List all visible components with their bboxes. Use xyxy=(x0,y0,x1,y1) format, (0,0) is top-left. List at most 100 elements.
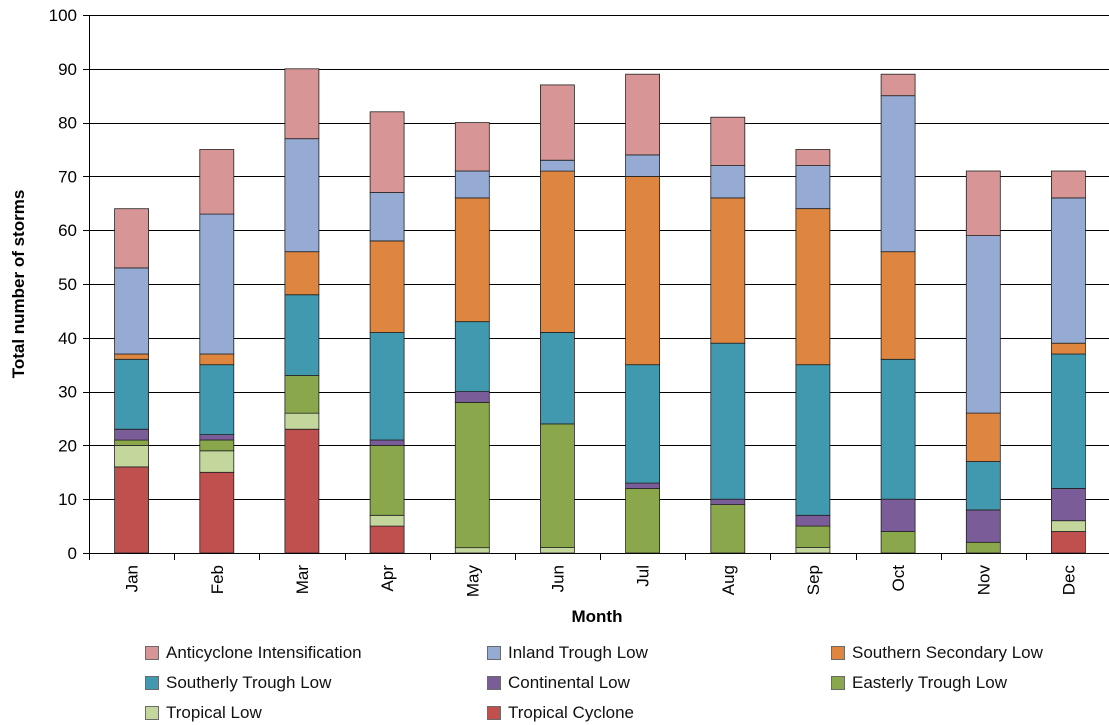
bar-segment-inland-trough-low-apr xyxy=(369,192,405,242)
bar-segment-easterly-trough-low-jul xyxy=(625,487,660,554)
bar-segment-anticyclone-intensification-apr xyxy=(369,111,405,193)
y-tick-label: 30 xyxy=(58,383,77,402)
bar-segment-easterly-trough-low-jan xyxy=(114,439,149,446)
bar-segment-inland-trough-low-jul xyxy=(625,154,660,177)
y-tick-label: 90 xyxy=(58,60,77,79)
bar-segment-tropical-cyclone-apr xyxy=(369,525,405,554)
bar-segment-continental-low-apr xyxy=(369,439,405,446)
bar-segment-anticyclone-intensification-may xyxy=(454,122,490,172)
bar-segment-anticyclone-intensification-feb xyxy=(199,149,235,215)
bar-segment-anticyclone-intensification-aug xyxy=(710,116,746,166)
x-axis-title: Month xyxy=(572,607,623,626)
bar-segment-southerly-trough-low-mar xyxy=(284,294,320,376)
y-tick-label: 20 xyxy=(58,436,77,455)
x-tick-label: Oct xyxy=(889,565,908,592)
y-tick-label: 10 xyxy=(58,490,77,509)
bar-segment-southern-secondary-low-may xyxy=(454,197,490,322)
bar-segment-tropical-cyclone-dec xyxy=(1051,531,1086,554)
bar-segment-southerly-trough-low-aug xyxy=(710,342,746,500)
bar-segment-southern-secondary-low-nov xyxy=(965,412,1001,462)
y-tick-label: 40 xyxy=(58,329,77,348)
x-tick-label: Jun xyxy=(548,565,567,592)
bar-segment-tropical-cyclone-mar xyxy=(284,428,320,554)
bar-segment-easterly-trough-low-may xyxy=(454,401,490,549)
y-tick-labels: 0 10 20 30 40 50 60 70 80 90 100 xyxy=(49,6,77,563)
bar-segment-tropical-low-sep xyxy=(795,547,831,554)
bar-segment-continental-low-sep xyxy=(795,514,831,527)
bar-segment-tropical-cyclone-feb xyxy=(199,471,235,554)
bar-segment-southerly-trough-low-dec xyxy=(1051,353,1086,489)
bar-segment-inland-trough-low-may xyxy=(454,170,490,199)
bar-segment-southerly-trough-low-nov xyxy=(965,461,1001,511)
bar-segment-southerly-trough-low-jul xyxy=(625,364,660,484)
bar-segment-southerly-trough-low-jan xyxy=(114,358,149,430)
bar-segment-southern-secondary-low-feb xyxy=(199,353,235,366)
bar-segment-southerly-trough-low-feb xyxy=(199,364,235,436)
bar-segment-continental-low-feb xyxy=(199,434,235,441)
bar-segment-southern-secondary-low-mar xyxy=(284,251,320,296)
bar-segment-easterly-trough-low-feb xyxy=(199,439,235,452)
bar-segment-inland-trough-low-nov xyxy=(965,235,1001,414)
y-tick-label: 50 xyxy=(58,275,77,294)
bar-segment-anticyclone-intensification-nov xyxy=(965,170,1001,236)
x-tick-label: Jan xyxy=(123,565,142,592)
y-axis-title: Total number of storms xyxy=(9,190,28,379)
bar-segment-tropical-low-feb xyxy=(199,450,235,473)
bar-segment-tropical-cyclone-jan xyxy=(114,466,149,554)
bars-group xyxy=(114,68,1086,554)
bar-segment-easterly-trough-low-oct xyxy=(880,531,916,554)
bar-segment-tropical-low-dec xyxy=(1051,520,1086,532)
bar-segment-anticyclone-intensification-oct xyxy=(880,73,916,97)
bar-segment-tropical-low-mar xyxy=(284,412,320,430)
bar-segment-easterly-trough-low-sep xyxy=(795,525,831,548)
bar-segment-southern-secondary-low-jul xyxy=(625,175,660,366)
bar-segment-anticyclone-intensification-jul xyxy=(625,73,660,156)
bar-segment-inland-trough-low-jun xyxy=(540,159,575,172)
bar-segment-tropical-low-may xyxy=(454,547,490,554)
bar-segment-continental-low-dec xyxy=(1051,487,1086,522)
x-tick-label: May xyxy=(463,565,482,598)
y-tick-label: 0 xyxy=(68,544,77,563)
bar-segment-tropical-low-jun xyxy=(540,547,575,554)
bar-segment-southern-secondary-low-aug xyxy=(710,197,746,344)
bar-segment-southern-secondary-low-jan xyxy=(114,353,149,360)
bar-segment-southerly-trough-low-sep xyxy=(795,364,831,516)
bar-segment-inland-trough-low-feb xyxy=(199,213,235,355)
bar-segment-easterly-trough-low-aug xyxy=(710,504,746,554)
y-tick-label: 100 xyxy=(49,6,77,25)
bar-segment-continental-low-may xyxy=(454,391,490,403)
bar-segment-anticyclone-intensification-jan xyxy=(114,208,149,269)
bar-segment-anticyclone-intensification-mar xyxy=(284,68,320,140)
y-tick-label: 70 xyxy=(58,167,77,186)
bar-segment-southern-secondary-low-apr xyxy=(369,240,405,333)
bar-segment-anticyclone-intensification-sep xyxy=(795,149,831,167)
bar-segment-anticyclone-intensification-jun xyxy=(540,84,575,161)
bar-segment-tropical-low-apr xyxy=(369,514,405,527)
x-tick-label: Jul xyxy=(634,565,653,587)
bar-segment-southern-secondary-low-jun xyxy=(540,170,575,333)
bar-segment-southern-secondary-low-dec xyxy=(1051,342,1086,355)
bar-segment-southerly-trough-low-may xyxy=(454,321,490,393)
x-tick-label: Sep xyxy=(804,565,823,595)
axes-group xyxy=(83,15,1109,560)
x-tick-label: Nov xyxy=(974,565,993,596)
bar-segment-inland-trough-low-aug xyxy=(710,165,746,199)
bar-segment-continental-low-jan xyxy=(114,428,149,441)
bar-segment-inland-trough-low-mar xyxy=(284,138,320,253)
y-tick-label: 60 xyxy=(58,221,77,240)
bar-segment-inland-trough-low-jan xyxy=(114,267,149,355)
bar-segment-tropical-low-jan xyxy=(114,444,149,468)
bar-segment-southern-secondary-low-oct xyxy=(880,251,916,360)
bar-segment-easterly-trough-low-apr xyxy=(369,444,405,516)
x-tick-label: Dec xyxy=(1059,565,1078,596)
bar-segment-easterly-trough-low-jun xyxy=(540,423,575,548)
bar-segment-easterly-trough-low-nov xyxy=(965,541,1001,554)
bar-segment-inland-trough-low-sep xyxy=(795,165,831,210)
bar-segment-inland-trough-low-oct xyxy=(880,95,916,253)
bar-segment-inland-trough-low-dec xyxy=(1051,197,1086,344)
x-tick-label: Feb xyxy=(208,565,227,594)
gridlines xyxy=(89,15,1109,500)
bar-segment-southern-secondary-low-sep xyxy=(795,208,831,366)
bar-segment-continental-low-oct xyxy=(880,498,916,532)
